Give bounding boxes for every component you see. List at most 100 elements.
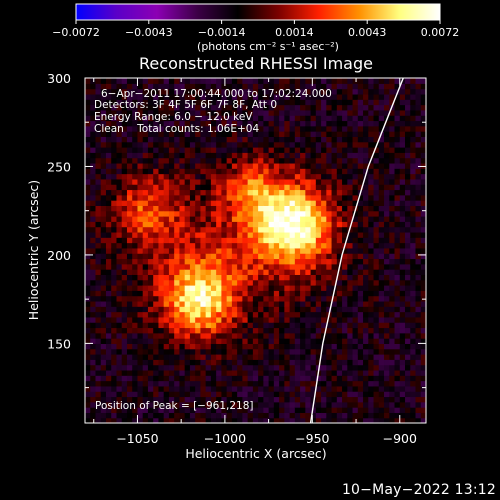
heatmap-cell xyxy=(399,290,406,297)
heatmap-cell xyxy=(200,417,207,423)
heatmap-cell xyxy=(310,162,317,169)
heatmap-cell xyxy=(410,189,417,196)
heatmap-cell xyxy=(347,200,354,206)
heatmap-cell xyxy=(126,295,133,302)
heatmap-cell xyxy=(216,285,222,291)
heatmap-cell xyxy=(195,178,202,185)
heatmap-cell xyxy=(415,216,422,222)
heatmap-cell xyxy=(252,157,259,164)
heatmap-cell xyxy=(147,93,154,100)
heatmap-cell xyxy=(184,168,191,175)
heatmap-cell xyxy=(300,131,306,137)
heatmap-cell xyxy=(147,316,154,323)
heatmap-cell xyxy=(195,221,202,228)
heatmap-cell xyxy=(137,258,144,265)
heatmap-cell xyxy=(263,316,270,323)
heatmap-cell xyxy=(205,216,212,222)
heatmap-cell xyxy=(200,226,207,233)
heatmap-cell xyxy=(378,242,385,249)
heatmap-cell xyxy=(373,306,380,313)
heatmap-cell xyxy=(263,338,270,344)
heatmap-cell xyxy=(300,396,306,403)
heatmap-cell xyxy=(331,173,338,180)
heatmap-cell xyxy=(179,115,186,122)
heatmap-cell xyxy=(168,274,175,281)
heatmap-cell xyxy=(153,147,160,153)
heatmap-cell xyxy=(100,131,107,137)
heatmap-cell xyxy=(268,242,275,249)
heatmap-cell xyxy=(315,274,322,281)
heatmap-cell xyxy=(158,210,165,217)
heatmap-cell xyxy=(90,173,97,180)
heatmap-cell xyxy=(368,131,375,137)
heatmap-cell xyxy=(237,136,243,143)
heatmap-cell xyxy=(126,178,133,185)
heatmap-cell xyxy=(294,200,301,206)
heatmap-cell xyxy=(147,253,154,260)
heatmap-cell xyxy=(300,407,306,413)
heatmap-cell xyxy=(200,348,207,355)
heatmap-cell xyxy=(242,152,249,159)
heatmap-cell xyxy=(205,290,212,297)
heatmap-cell xyxy=(179,407,186,413)
heatmap-cell xyxy=(252,316,259,323)
heatmap-cell xyxy=(289,136,296,143)
heatmap-cell xyxy=(105,348,112,355)
heatmap-cell xyxy=(336,120,343,127)
heatmap-cell xyxy=(137,300,144,307)
heatmap-cell xyxy=(111,279,118,286)
heatmap-cell xyxy=(384,327,390,334)
heatmap-cell xyxy=(342,152,348,159)
heatmap-cell xyxy=(116,115,123,122)
heatmap-cell xyxy=(294,189,301,196)
heatmap-cell xyxy=(368,322,375,329)
heatmap-cell xyxy=(174,258,181,265)
heatmap-cell xyxy=(168,253,175,260)
heatmap-cell xyxy=(179,290,186,297)
heatmap-cell xyxy=(389,231,396,238)
heatmap-cell xyxy=(336,364,343,371)
heatmap-cell xyxy=(179,168,186,175)
heatmap-cell xyxy=(284,290,291,297)
heatmap-cell xyxy=(279,343,285,350)
heatmap-cell xyxy=(95,407,102,413)
heatmap-cell xyxy=(363,242,369,249)
heatmap-cell xyxy=(373,285,380,291)
heatmap-cell xyxy=(142,348,149,355)
heatmap-cell xyxy=(158,120,165,127)
heatmap-cell xyxy=(347,327,354,334)
heatmap-cell xyxy=(189,306,196,313)
heatmap-cell xyxy=(294,300,301,307)
heatmap-cell xyxy=(342,343,348,350)
heatmap-cell xyxy=(195,115,202,122)
heatmap-cell xyxy=(415,125,422,132)
heatmap-cell xyxy=(142,104,149,111)
heatmap-cell xyxy=(342,194,348,201)
heatmap-cell xyxy=(105,380,112,387)
heatmap-cell xyxy=(410,396,417,403)
heatmap-cell xyxy=(168,401,175,408)
heatmap-cell xyxy=(305,242,312,249)
heatmap-cell xyxy=(100,306,107,313)
heatmap-cell xyxy=(247,189,254,196)
heatmap-cell xyxy=(158,295,165,302)
heatmap-cell xyxy=(237,173,243,180)
heatmap-cell xyxy=(85,131,91,137)
heatmap-cell xyxy=(357,93,364,100)
heatmap-cell xyxy=(142,364,149,371)
heatmap-cell xyxy=(300,200,306,206)
heatmap-cell xyxy=(184,115,191,122)
heatmap-cell xyxy=(258,380,264,387)
heatmap-cell xyxy=(163,295,170,302)
heatmap-cell xyxy=(226,136,233,143)
heatmap-cell xyxy=(142,380,149,387)
heatmap-cell xyxy=(100,407,107,413)
heatmap-cell xyxy=(300,391,306,398)
heatmap-cell xyxy=(116,332,123,339)
heatmap-cell xyxy=(200,109,207,116)
heatmap-cell xyxy=(279,412,285,419)
heatmap-cell xyxy=(179,136,186,143)
heatmap-cell xyxy=(85,109,91,116)
heatmap-cell xyxy=(300,125,306,132)
heatmap-cell xyxy=(174,162,181,169)
